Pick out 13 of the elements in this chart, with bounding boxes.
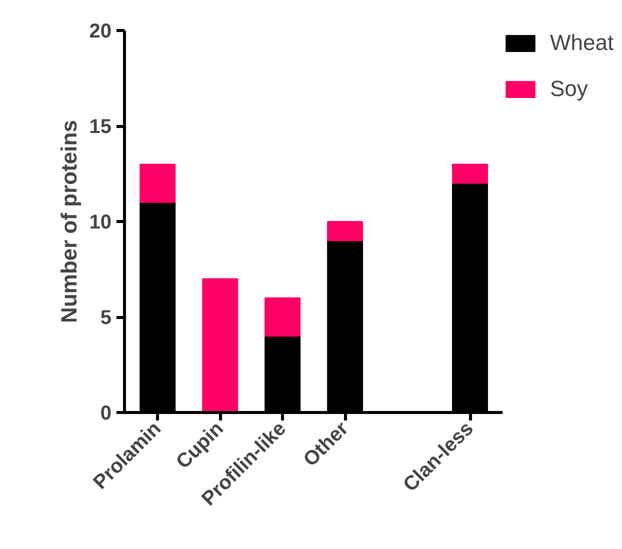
y-tick-label: 15 [89, 116, 112, 138]
bar [452, 164, 488, 184]
legend-label: Soy [550, 76, 588, 102]
y-tick-label: 5 [100, 307, 112, 329]
bar [202, 278, 238, 412]
y-axis-title: Number of proteins [56, 120, 82, 323]
y-tick-label: 20 [89, 20, 112, 42]
bar [327, 221, 364, 242]
bar [140, 164, 176, 203]
y-tick-label: 10 [89, 212, 112, 234]
legend-label: Wheat [550, 30, 614, 56]
y-tick-label: 0 [100, 402, 112, 424]
bar [264, 297, 301, 337]
